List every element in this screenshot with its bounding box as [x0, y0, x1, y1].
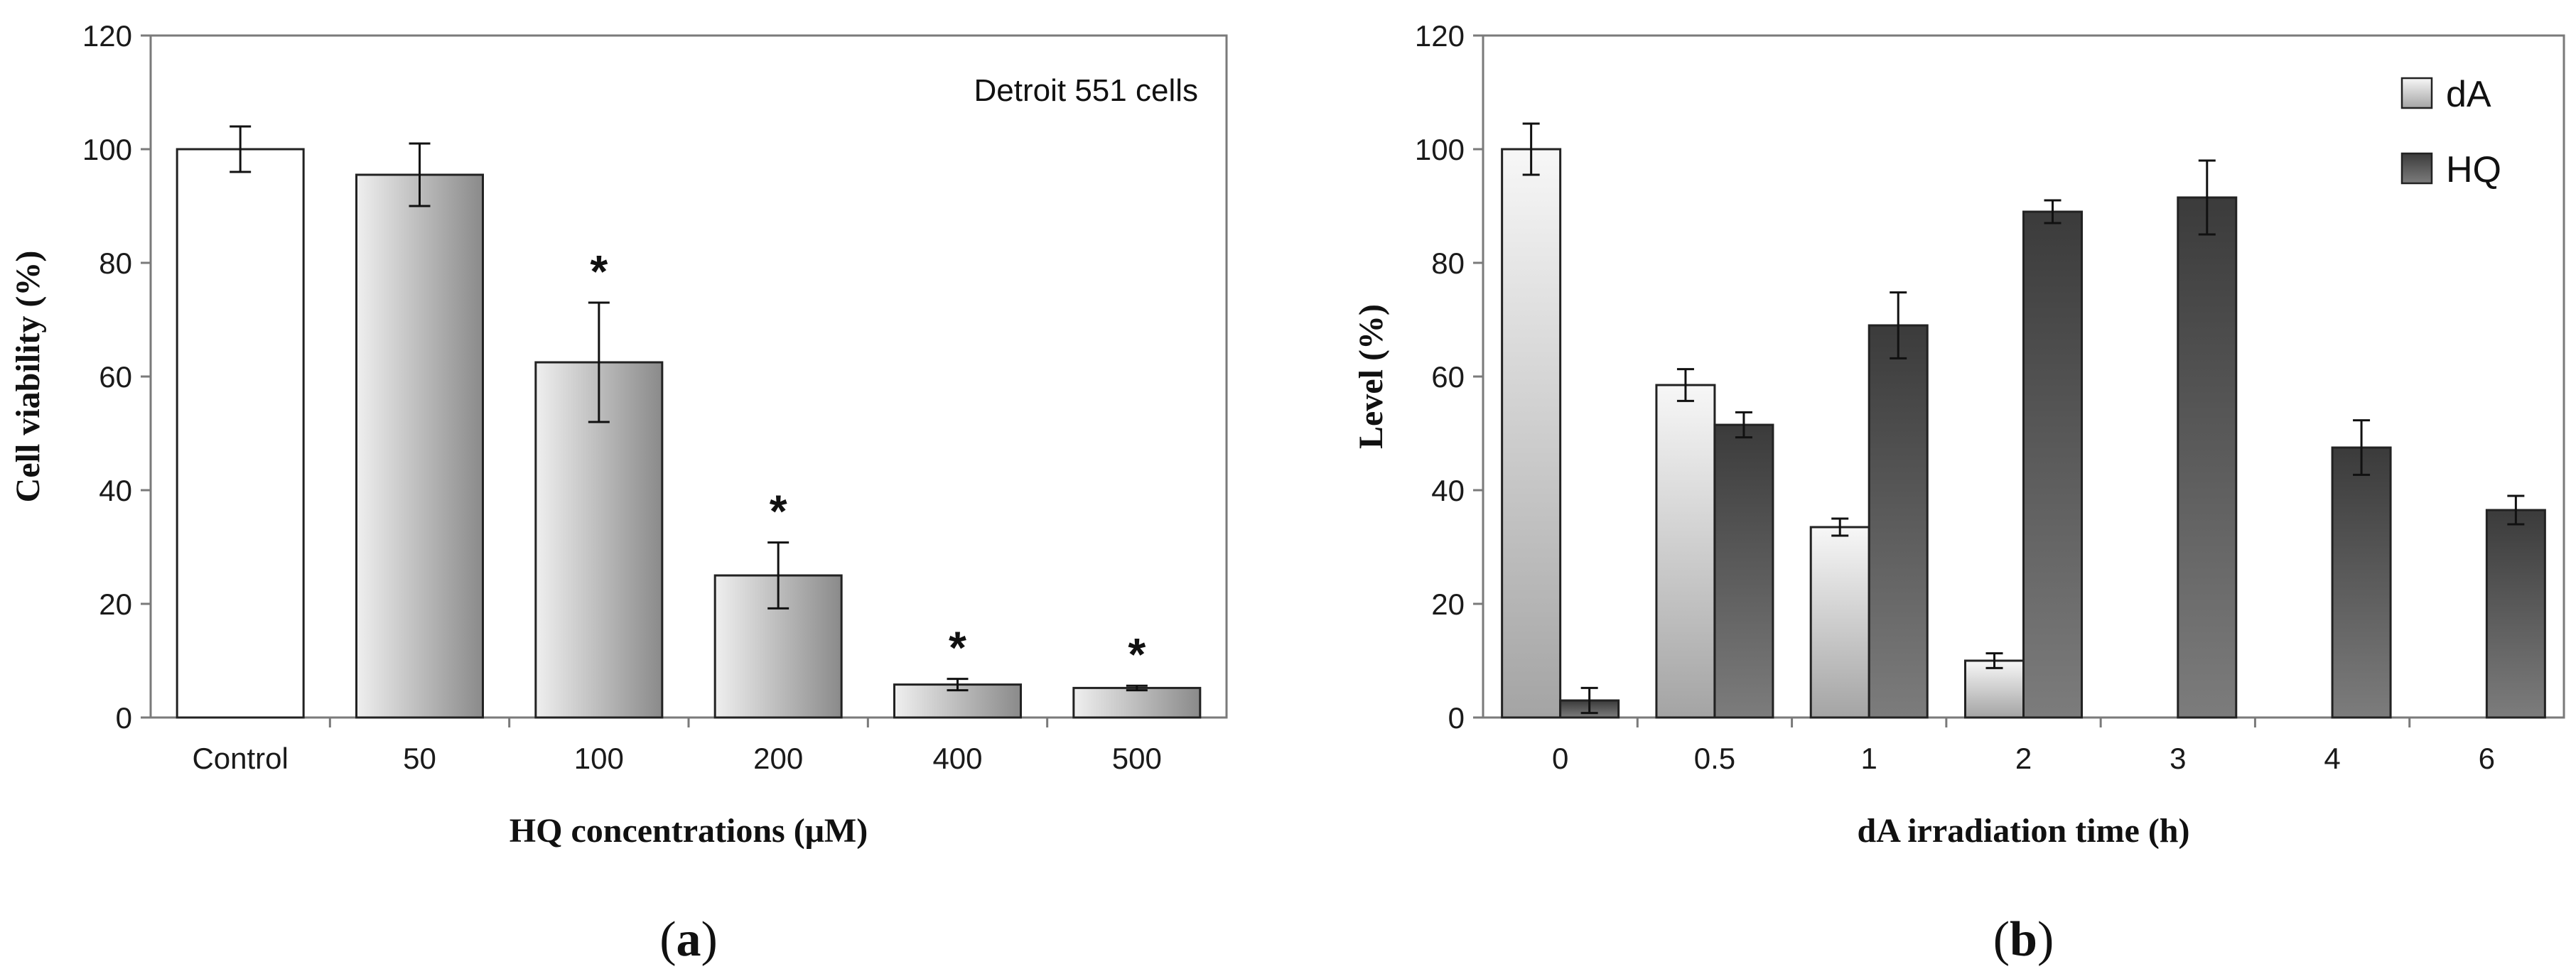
bar-dA-0 [1501, 148, 1562, 719]
x-tick-label-4: 4 [2324, 742, 2340, 775]
x-tick-label-0.5: 0.5 [1694, 742, 1735, 775]
panel-label-b: (b) [1993, 912, 2054, 967]
x-axis-title-a: HQ concentrations (μM) [510, 812, 868, 850]
y-tick-label-b: 60 [1431, 360, 1465, 394]
y-tick-label-a: 120 [82, 19, 132, 53]
y-tick-label-a: 100 [82, 133, 132, 166]
panel-letter-a: a [677, 912, 701, 967]
y-tick-label-a: 40 [99, 474, 132, 507]
y-tick-label-a: 20 [99, 588, 132, 621]
x-tick-label-6: 6 [2479, 742, 2495, 775]
significance-marker-100: * [590, 246, 608, 297]
bar-Control [176, 148, 305, 719]
x-tick-labels-b: 0 0.5 1 2 3 4 6 [1552, 718, 2495, 775]
x-tick-label-100: 100 [574, 742, 624, 775]
x-axis-title-b: dA irradiation time (h) [1858, 812, 2190, 850]
legend-swatch-da [2400, 77, 2433, 109]
legend-label-hq: HQ [2446, 149, 2501, 190]
bar-50 [355, 173, 484, 719]
y-tick-label-b: 20 [1431, 588, 1465, 621]
bar-dA-0.5 [1655, 384, 1716, 719]
plot-frame-a [149, 34, 1228, 719]
bar-HQ-4 [2331, 446, 2392, 719]
significance-marker-500: * [1128, 629, 1146, 680]
y-tick-label-b: 100 [1415, 133, 1465, 166]
y-axis-title-a: Cell viability (%) [9, 251, 47, 503]
y-axis-ticks-b: 0 20 40 60 80 100 120 [1415, 19, 1483, 735]
significance-marker-200: * [770, 486, 787, 537]
bar-HQ-6 [2485, 509, 2546, 719]
bar-dA-2 [1964, 659, 2025, 719]
x-tick-label-500: 500 [1112, 742, 1162, 775]
x-tick-label-400: 400 [932, 742, 982, 775]
bars-b [1501, 122, 2546, 719]
significance-marker-400: * [949, 622, 966, 673]
x-tick-label-50: 50 [403, 742, 436, 775]
y-tick-label-a: 0 [116, 701, 132, 735]
panel-a-chart: 0 20 40 60 80 100 120 * * * * Control 50 100 200 400 5… [9, 19, 1228, 967]
x-tick-label-Control: Control [192, 742, 288, 775]
bar-HQ-0.5 [1713, 423, 1774, 719]
cell-line-annotation: Detroit 551 cells [974, 73, 1198, 108]
bar-HQ-2 [2022, 210, 2083, 719]
y-tick-label-b: 120 [1415, 19, 1465, 53]
bar-HQ-3 [2177, 196, 2238, 719]
x-tick-labels-a: Control 50 100 200 400 500 [192, 718, 1162, 775]
panel-label-a: (a) [659, 912, 718, 967]
y-tick-label-a: 80 [99, 247, 132, 280]
x-tick-label-2: 2 [2015, 742, 2032, 775]
x-tick-label-1: 1 [1861, 742, 1877, 775]
x-tick-label-200: 200 [753, 742, 803, 775]
y-axis-ticks-a: 0 20 40 60 80 100 120 [82, 19, 151, 735]
legend: dA HQ [2400, 74, 2501, 190]
y-tick-label-a: 60 [99, 360, 132, 394]
bar-dA-1 [1809, 526, 1870, 719]
y-axis-title-b: Level (%) [1352, 304, 1390, 449]
panel-letter-b: b [2010, 912, 2037, 967]
bar-500 [1072, 686, 1202, 719]
bar-HQ-1 [1868, 324, 1929, 719]
panel-b-chart: 0 20 40 60 80 100 120 0 0.5 1 2 3 4 6 dA HQ dA irrad… [1352, 19, 2565, 967]
y-tick-label-b: 40 [1431, 474, 1465, 507]
x-tick-label-0: 0 [1552, 742, 1568, 775]
y-tick-label-b: 80 [1431, 247, 1465, 280]
legend-swatch-hq [2400, 152, 2433, 185]
legend-label-da: dA [2446, 74, 2491, 115]
bars-a: * * * * [176, 125, 1202, 719]
y-tick-label-b: 0 [1448, 701, 1465, 735]
x-tick-label-3: 3 [2170, 742, 2186, 775]
